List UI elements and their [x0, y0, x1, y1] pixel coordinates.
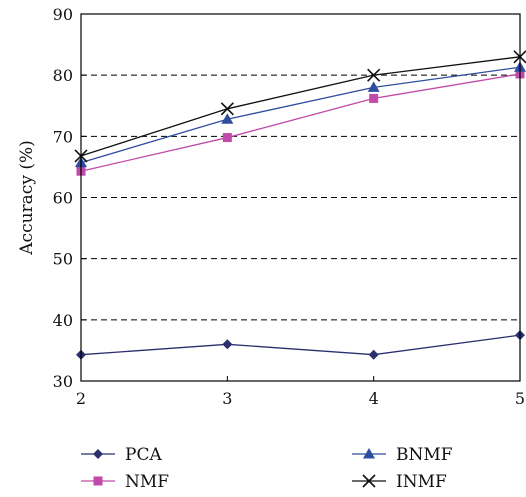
tick-labels: 30 40 50 60 70 80 90 2 3 4 5	[53, 5, 525, 408]
y-tick-label-40: 40	[53, 311, 73, 330]
legend-marker-pca	[93, 449, 103, 459]
x-tick-label-5: 5	[515, 389, 525, 408]
series-line-bnmf	[80, 66, 521, 164]
legend-marker-inmf-b	[362, 474, 376, 488]
y-tick-label-70: 70	[53, 127, 73, 146]
point-inmf-3	[220, 102, 234, 116]
y-tick-label-30: 30	[53, 372, 73, 391]
y-tick-label-80: 80	[53, 66, 73, 85]
legend-label-bnmf: BNMF	[396, 445, 453, 465]
point-bnmf-3	[221, 113, 234, 124]
point-pca-4	[368, 349, 379, 360]
legend-item-pca: PCA	[81, 445, 162, 465]
legend-marker-nmf	[93, 476, 103, 486]
axes	[80, 13, 521, 382]
point-nmf-3	[222, 133, 232, 143]
y-tick-label-50: 50	[53, 250, 73, 269]
point-inmf-3-b	[220, 102, 234, 116]
y-tick-label-60: 60	[53, 189, 73, 208]
x-tick-label-3: 3	[222, 389, 232, 408]
series-layer	[74, 50, 526, 360]
point-pca-3	[222, 339, 233, 350]
grid-lines	[81, 74, 520, 321]
series-line-pca	[80, 334, 521, 356]
legend: PCA NMF BNMF INMF	[81, 445, 453, 492]
legend-marker-bnmf	[363, 448, 375, 459]
legend-item-inmf: INMF	[352, 472, 447, 492]
x-tick-label-4: 4	[369, 389, 379, 408]
legend-label-inmf: INMF	[396, 472, 447, 492]
legend-item-nmf: NMF	[81, 472, 169, 492]
x-tick-label-2: 2	[76, 389, 86, 408]
series-line-inmf	[80, 56, 521, 157]
point-bnmf-4	[367, 81, 380, 92]
legend-item-bnmf: BNMF	[352, 445, 453, 465]
point-nmf-4	[369, 93, 379, 103]
series-line-nmf	[80, 73, 521, 172]
point-inmf-4-b	[367, 68, 381, 82]
point-inmf-4	[367, 68, 381, 82]
legend-label-nmf: NMF	[125, 472, 169, 492]
legend-label-pca: PCA	[125, 445, 162, 465]
legend-marker-inmf	[362, 474, 376, 488]
y-tick-label-90: 90	[53, 5, 73, 24]
y-axis-label: Accuracy (%)	[17, 140, 37, 255]
